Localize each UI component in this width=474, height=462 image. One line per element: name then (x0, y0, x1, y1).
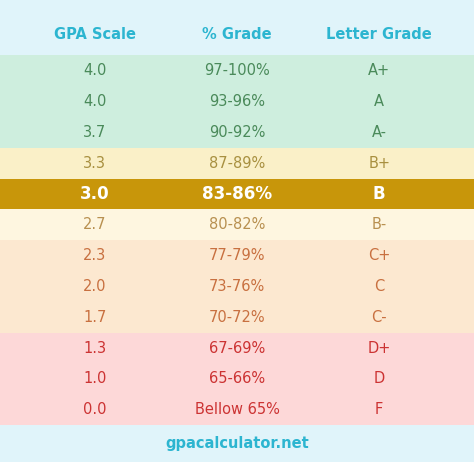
Bar (0, 209, 474, 240)
Text: GPA Scale: GPA Scale (54, 27, 136, 42)
Text: 4.0: 4.0 (83, 63, 107, 79)
Bar (0, 425, 474, 462)
Text: C-: C- (372, 310, 387, 325)
Bar (0, 364, 474, 394)
Text: 77-79%: 77-79% (209, 248, 265, 263)
Text: 97-100%: 97-100% (204, 63, 270, 79)
Text: C: C (374, 279, 384, 294)
Bar (0, 117, 474, 148)
Text: D: D (374, 371, 385, 386)
Text: % Grade: % Grade (202, 27, 272, 42)
Text: 0.0: 0.0 (83, 402, 107, 417)
Text: 70-72%: 70-72% (209, 310, 265, 325)
Text: 2.7: 2.7 (83, 217, 107, 232)
Text: 90-92%: 90-92% (209, 125, 265, 140)
Text: A: A (374, 94, 384, 109)
Text: 4.0: 4.0 (83, 94, 107, 109)
Text: 1.7: 1.7 (83, 310, 107, 325)
Bar (0, 55, 474, 86)
Bar (0, 86, 474, 117)
Bar (0, 271, 474, 302)
Text: 3.3: 3.3 (83, 156, 106, 171)
Text: A-: A- (372, 125, 387, 140)
Bar (0, 179, 474, 209)
Text: 67-69%: 67-69% (209, 340, 265, 356)
Bar (0, 302, 474, 333)
Bar (0, 333, 474, 364)
Text: 80-82%: 80-82% (209, 217, 265, 232)
Text: D+: D+ (367, 340, 391, 356)
Text: B: B (373, 185, 385, 203)
Bar (0, 148, 474, 179)
Bar (0, 240, 474, 271)
Text: 73-76%: 73-76% (209, 279, 265, 294)
Text: 1.3: 1.3 (83, 340, 106, 356)
Text: Letter Grade: Letter Grade (326, 27, 432, 42)
Text: B+: B+ (368, 156, 390, 171)
Text: 83-86%: 83-86% (202, 185, 272, 203)
Text: 65-66%: 65-66% (209, 371, 265, 386)
Text: C+: C+ (368, 248, 391, 263)
Text: Bellow 65%: Bellow 65% (194, 402, 280, 417)
Text: 2.0: 2.0 (83, 279, 107, 294)
Text: A+: A+ (368, 63, 390, 79)
Text: F: F (375, 402, 383, 417)
Text: 1.0: 1.0 (83, 371, 107, 386)
Bar (0, 394, 474, 425)
Text: 2.3: 2.3 (83, 248, 107, 263)
Text: 3.0: 3.0 (80, 185, 109, 203)
Text: gpacalculator.net: gpacalculator.net (165, 436, 309, 451)
Text: 3.7: 3.7 (83, 125, 107, 140)
Text: B-: B- (372, 217, 387, 232)
Text: 93-96%: 93-96% (209, 94, 265, 109)
Bar (0, 14, 474, 55)
Text: 87-89%: 87-89% (209, 156, 265, 171)
